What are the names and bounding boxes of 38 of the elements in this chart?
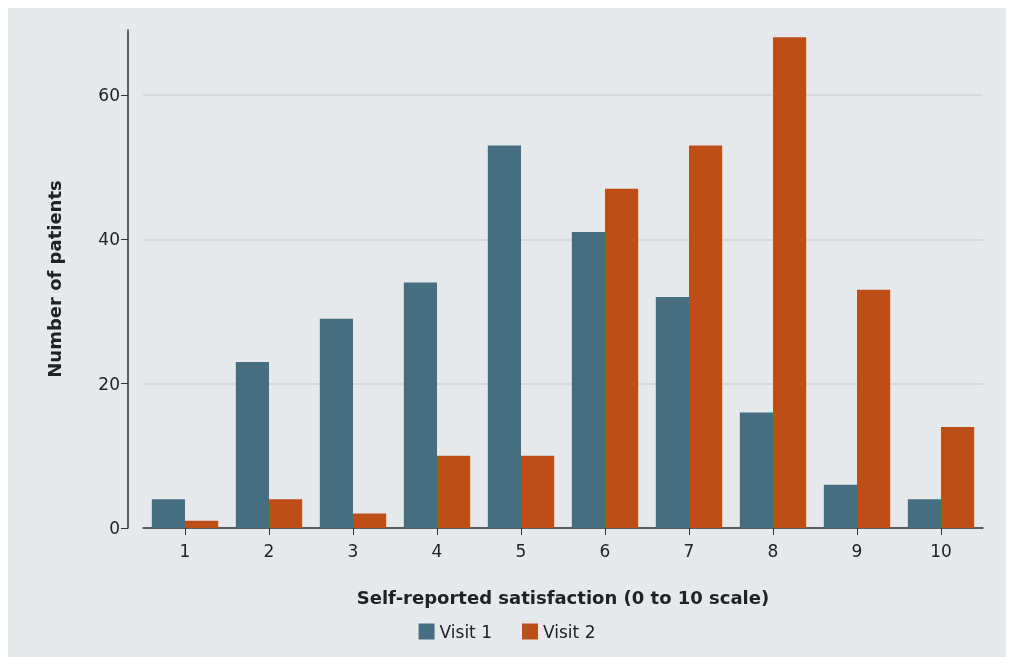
bar xyxy=(655,297,689,528)
x-tick-label: 10 xyxy=(930,540,952,561)
y-axis-title: Number of patients xyxy=(43,180,65,378)
bar xyxy=(689,145,723,528)
y-tick-label: 60 xyxy=(98,84,120,105)
bar xyxy=(857,289,891,528)
bar xyxy=(773,37,807,528)
x-tick-label: 2 xyxy=(263,540,275,561)
legend-label: Visit 2 xyxy=(543,621,596,642)
x-tick-label: 4 xyxy=(431,540,443,561)
bar xyxy=(487,145,521,528)
bar xyxy=(319,318,353,528)
x-tick-label: 6 xyxy=(599,540,611,561)
x-tick-label: 7 xyxy=(683,540,695,561)
bar xyxy=(353,513,387,528)
x-tick-label: 8 xyxy=(767,540,779,561)
bar xyxy=(907,499,941,528)
y-tick-label: 20 xyxy=(98,373,120,394)
x-tick-label: 1 xyxy=(179,540,191,561)
bar xyxy=(235,362,269,528)
bar xyxy=(151,499,185,528)
x-axis-title: Self-reported satisfaction (0 to 10 scale) xyxy=(356,586,770,608)
x-tick-label: 5 xyxy=(515,540,527,561)
bar xyxy=(521,455,555,528)
bar xyxy=(605,188,639,528)
y-tick-label: 0 xyxy=(109,518,120,538)
y-tick-label: 40 xyxy=(98,229,120,250)
x-tick-label: 9 xyxy=(851,540,863,561)
bar xyxy=(739,412,773,528)
legend-label: Visit 1 xyxy=(439,621,493,642)
bar xyxy=(437,455,471,528)
bar xyxy=(269,499,303,528)
bar xyxy=(403,282,437,528)
bar xyxy=(571,232,605,528)
bar xyxy=(185,520,219,528)
bar xyxy=(823,484,857,528)
bar xyxy=(941,426,975,528)
x-tick-label: 3 xyxy=(347,540,359,561)
